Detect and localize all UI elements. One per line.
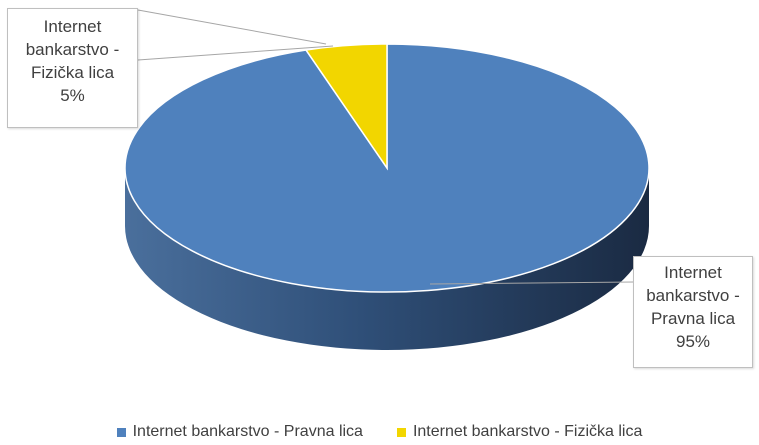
- leader-line-pravna-lica: [429, 281, 635, 285]
- leader-line-fizicka-lica-top: [137, 9, 327, 45]
- data-label-fizicka-line2: bankarstvo -: [25, 40, 120, 59]
- legend-label-fizicka-lica: Internet bankarstvo - Fizička lica: [412, 423, 643, 440]
- pie-slices: [124, 43, 650, 293]
- legend-swatch-blue: [116, 427, 126, 437]
- leader-line-fizicka-lica-bottom: [137, 45, 334, 61]
- data-label-pravna-line2: bankarstvo -: [646, 286, 740, 305]
- leader-lines: [137, 9, 635, 285]
- data-label-fizicka-line1: Internet: [43, 17, 102, 36]
- pie-3d-sides: [125, 168, 649, 350]
- legend-swatch-yellow: [396, 427, 406, 437]
- data-label-pravna-line1: Internet: [664, 263, 722, 282]
- pie-slice-fizicka-lica: [304, 43, 388, 171]
- pie-side-pravna-lica: [125, 168, 649, 350]
- data-label-fizicka-line3: Fizička lica: [30, 63, 115, 82]
- legend-label-pravna-lica: Internet bankarstvo - Pravna lica: [132, 423, 363, 440]
- data-label-fizicka-value: 5%: [60, 86, 85, 105]
- data-label-fizicka-lica: Internet bankarstvo - Fizička lica 5%: [7, 8, 138, 128]
- data-label-pravna-lica: Internet bankarstvo - Pravna lica 95%: [633, 256, 753, 368]
- legend-item-pravna-lica: Internet bankarstvo - Pravna lica: [116, 423, 363, 441]
- legend-item-fizicka-lica: Internet bankarstvo - Fizička lica: [396, 423, 643, 441]
- legend: Internet bankarstvo - Pravna lica Intern…: [0, 421, 759, 443]
- data-label-pravna-line3: Pravna lica: [650, 309, 736, 328]
- data-label-pravna-value: 95%: [675, 332, 711, 351]
